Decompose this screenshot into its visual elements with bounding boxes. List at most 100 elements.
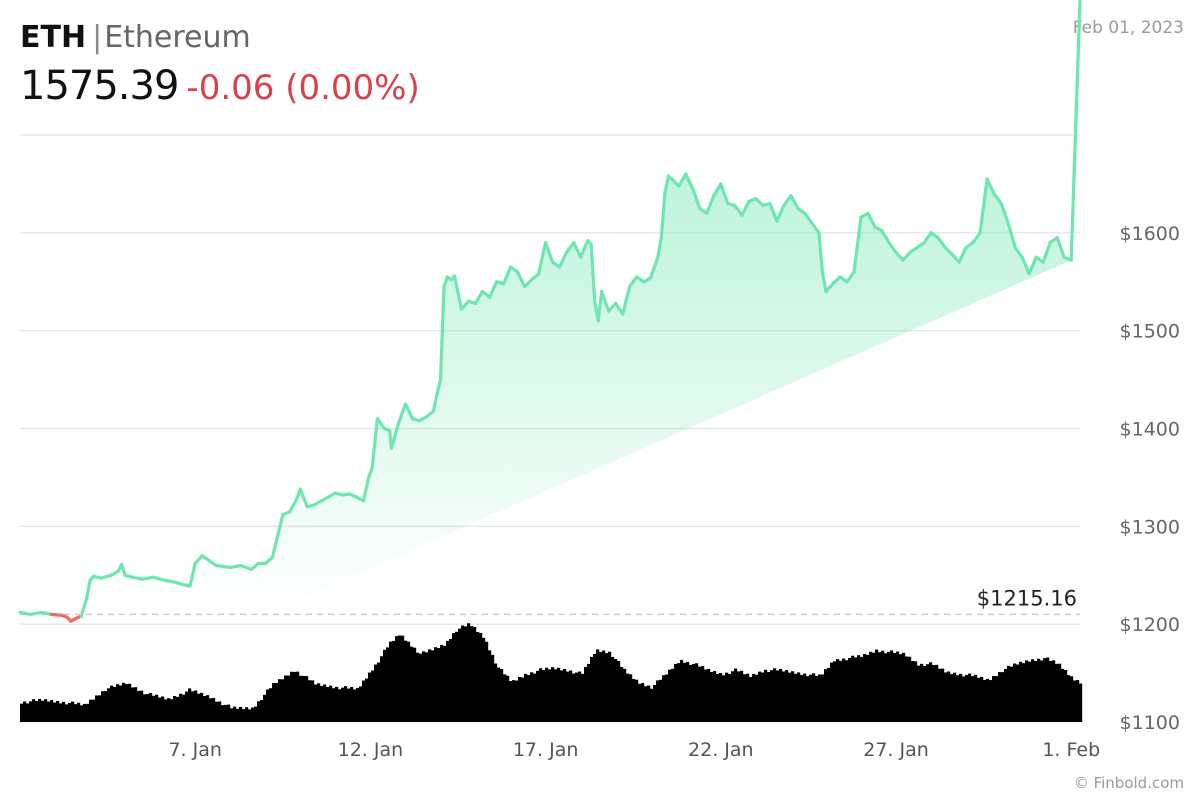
volume-bar: [278, 679, 282, 722]
volume-bar: [962, 676, 966, 722]
volume-bar: [794, 673, 798, 722]
price-line-segment: [172, 580, 187, 587]
volume-bar: [542, 669, 546, 722]
volume-bar: [989, 680, 993, 722]
price-line-segment: [677, 172, 688, 188]
volume-bar: [704, 669, 708, 722]
price-line-segment: [649, 255, 660, 280]
volume-bar: [50, 700, 54, 722]
volume-bar: [422, 651, 426, 722]
volume-bar: [389, 641, 393, 722]
price-line-segment: [536, 241, 548, 276]
volume-bar: [275, 682, 279, 722]
volume-bar: [263, 694, 267, 722]
volume-bar: [479, 632, 483, 722]
volume-bar: [686, 661, 690, 722]
price-line-segment: [845, 270, 856, 284]
volume-bar: [284, 675, 288, 722]
volume-bar: [227, 704, 231, 722]
volume-bar: [836, 659, 840, 722]
volume-bar: [131, 687, 135, 722]
volume-bar: [758, 671, 762, 722]
current-price: 1575.39: [20, 63, 179, 109]
price-line-segment: [985, 177, 996, 196]
volume-bar: [884, 653, 888, 722]
volume-bar: [935, 664, 939, 722]
volume-bar: [509, 681, 513, 722]
volume-bar: [587, 663, 591, 722]
volume-bar: [572, 673, 576, 722]
volume-bar: [545, 667, 549, 722]
volume-bar: [425, 652, 429, 722]
volume-bar: [560, 670, 564, 722]
volume-bar: [656, 680, 660, 722]
price-line-segment: [768, 201, 779, 223]
price-line-segment: [894, 250, 905, 262]
volume-bar: [968, 673, 972, 722]
symbol-separator: |: [92, 20, 103, 55]
volume-bar: [362, 680, 366, 722]
volume-bar: [233, 706, 237, 722]
volume-bar: [146, 694, 150, 722]
price-line-segment: [1027, 255, 1038, 276]
volume-bar: [350, 687, 354, 722]
volume-bar: [887, 651, 891, 722]
price-line-segment: [98, 573, 113, 580]
volume-bar: [521, 677, 525, 722]
price-line-segment: [943, 245, 954, 256]
volume-bar: [1040, 660, 1044, 722]
price-line-segment: [1013, 245, 1024, 259]
volume-bar: [953, 672, 957, 722]
symbol-row: ETH |Ethereum: [20, 18, 420, 58]
volume-bar: [158, 697, 162, 722]
volume-bar: [236, 708, 240, 722]
price-line-segment: [950, 252, 961, 264]
price-line-segment: [200, 554, 218, 568]
volume-bar: [701, 666, 705, 722]
volume-bar: [152, 695, 156, 722]
volume-bar: [548, 669, 552, 722]
volume-bar: [719, 673, 723, 722]
x-tick-label: 27. Jan: [863, 739, 929, 761]
volume-bar: [62, 701, 66, 722]
price-line-segment: [740, 199, 751, 217]
volume-bar: [824, 669, 828, 722]
volume-bar: [533, 673, 537, 722]
volume-bar: [1058, 663, 1062, 722]
price-line-segment: [782, 194, 793, 207]
price-line-segment: [922, 231, 933, 245]
volume-bar: [107, 688, 111, 722]
price-row: 1575.39 -0.06 (0.00%): [20, 60, 420, 114]
volume-bar: [299, 675, 303, 722]
volume-bar: [305, 676, 309, 722]
volume-bar: [602, 650, 606, 722]
volume-bar: [410, 646, 414, 722]
volume-bar: [209, 698, 213, 722]
volume-bar: [875, 649, 879, 722]
price-line-segment: [274, 512, 285, 546]
volume-bar: [536, 670, 540, 722]
volume-bar: [485, 641, 489, 722]
volume-bar: [86, 703, 90, 722]
volume-bar: [920, 663, 924, 722]
volume-bar: [956, 675, 960, 722]
price-line-segment: [188, 561, 197, 588]
volume-bar: [311, 680, 315, 722]
x-tick-label: 1. Feb: [1042, 739, 1100, 761]
volume-bar: [197, 693, 201, 722]
price-line-segment: [628, 275, 639, 289]
volume-bar: [746, 673, 750, 722]
price-line-segment: [754, 197, 765, 207]
volume-bar: [77, 702, 81, 722]
price-area-fill: [20, 174, 1072, 723]
price-line-segment: [543, 241, 555, 264]
volume-bar: [845, 660, 849, 722]
volume-bar: [200, 692, 204, 722]
volume-bar: [83, 703, 87, 722]
volume-bar: [713, 670, 717, 722]
volume-bar: [161, 696, 165, 722]
price-line-segment: [936, 236, 947, 250]
volume-bar: [740, 670, 744, 722]
x-tick-label: 7. Jan: [168, 739, 221, 761]
